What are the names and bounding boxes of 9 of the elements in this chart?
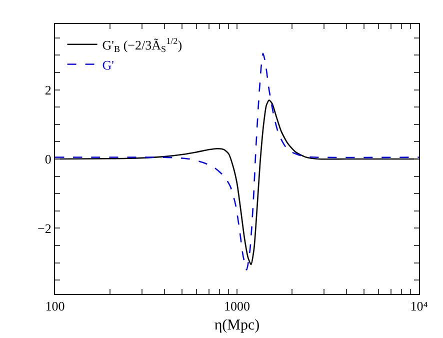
y-tick-label: −2 xyxy=(38,220,52,236)
legend-label: G' xyxy=(102,57,114,72)
x-tick-label: 100 xyxy=(45,298,65,314)
x-tick-label: 10⁴ xyxy=(410,298,428,314)
y-tick-label: 2 xyxy=(44,82,52,98)
y-tick-label: 0 xyxy=(44,152,52,167)
x-axis-title: η(Mpc) xyxy=(214,318,260,334)
legend-label: G'$_{B}$ (−2/3Ã$_{S}$$^{1/2}$) xyxy=(102,36,182,54)
x-tick-label: 1000 xyxy=(224,298,250,314)
